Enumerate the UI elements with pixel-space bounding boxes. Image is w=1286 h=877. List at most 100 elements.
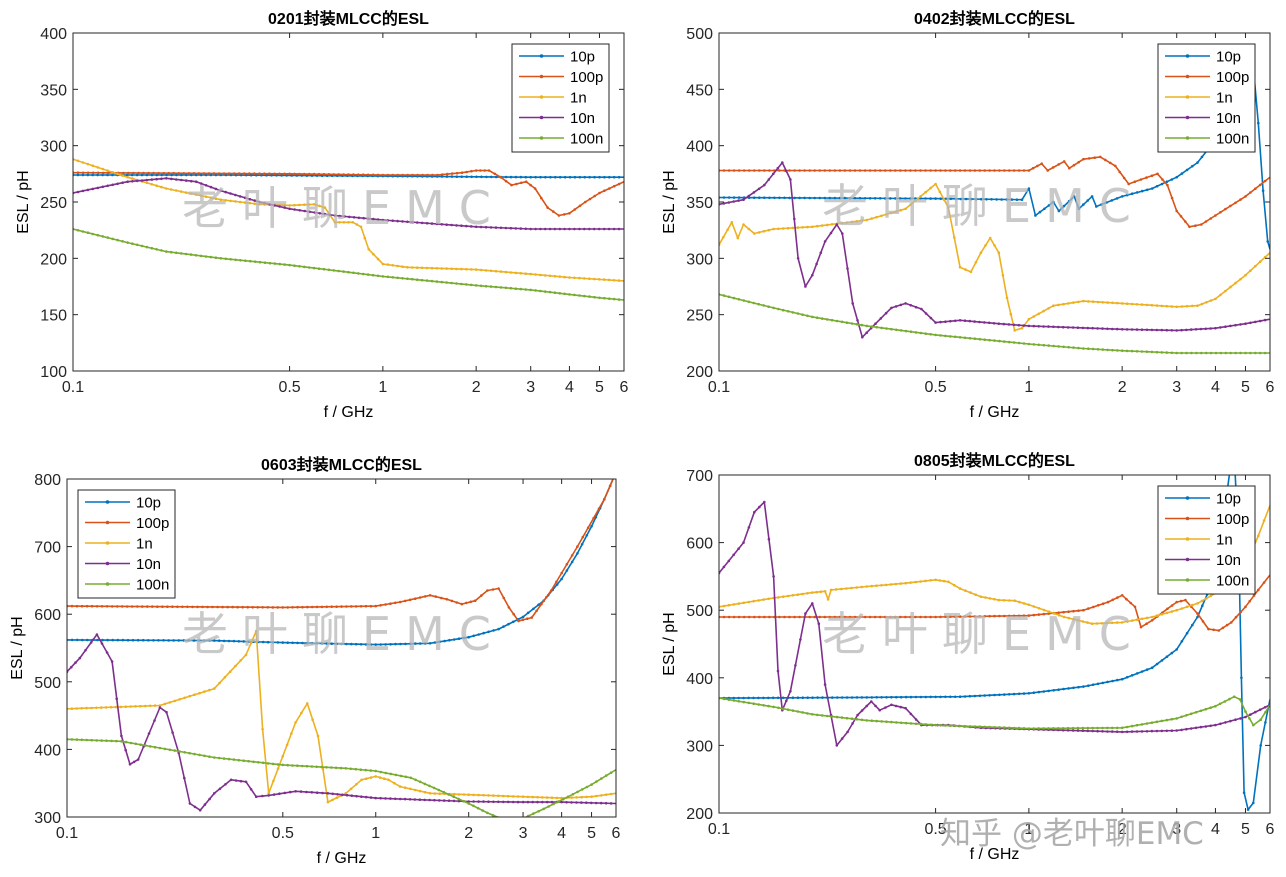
marker-10n (244, 780, 248, 784)
marker-100p (487, 169, 491, 172)
marker-1n (267, 792, 271, 795)
marker-100n (406, 277, 409, 281)
marker-1n (988, 597, 992, 600)
marker-10n (1017, 323, 1021, 327)
marker-10n (1214, 723, 1217, 727)
marker-100n (420, 278, 424, 282)
marker-100p (181, 605, 184, 609)
marker-100n (742, 700, 746, 704)
marker-10n (920, 307, 923, 311)
marker-10n (487, 800, 490, 803)
y-tick-label: 300 (686, 251, 713, 268)
marker-1n (1008, 599, 1011, 602)
marker-100p (838, 615, 842, 619)
marker-10n (299, 790, 303, 793)
marker-100p (120, 605, 124, 608)
marker-100n (796, 312, 800, 315)
marker-10n (811, 273, 814, 277)
marker-10n (767, 537, 771, 541)
marker-10p (1062, 687, 1065, 691)
marker-1n (104, 706, 108, 709)
marker-10p (973, 694, 977, 698)
marker-100n (1180, 715, 1183, 719)
marker-100n (919, 331, 923, 335)
marker-1n (860, 585, 863, 589)
marker-100n (208, 755, 211, 758)
marker-10p (1010, 198, 1014, 201)
marker-10p (249, 173, 253, 177)
marker-100n (762, 704, 765, 707)
marker-100n (885, 720, 888, 723)
marker-10p (1261, 189, 1265, 192)
marker-100p (211, 605, 214, 609)
marker-100p (597, 507, 601, 511)
marker-100n (139, 743, 142, 746)
marker-1n (1095, 622, 1099, 625)
marker-100p (483, 169, 487, 172)
marker-10p (106, 173, 109, 177)
marker-100p (1234, 615, 1238, 619)
marker-10n (1199, 725, 1203, 729)
marker-10p (763, 196, 766, 199)
marker-10n (145, 178, 149, 182)
marker-100n (1022, 727, 1026, 730)
marker-10n (379, 796, 382, 800)
marker-10n (1120, 328, 1124, 331)
marker-100p (778, 615, 781, 619)
marker-1n (208, 688, 211, 692)
marker-10n (128, 763, 132, 766)
marker-100p (843, 615, 847, 619)
marker-10p (239, 173, 243, 177)
marker-100p (1087, 607, 1090, 610)
marker-100n (880, 326, 883, 330)
marker-10p (354, 642, 358, 646)
marker-100p (1093, 156, 1096, 159)
marker-100p (315, 605, 319, 609)
marker-100p (904, 169, 907, 172)
marker-10p (160, 173, 163, 177)
marker-1n (1005, 296, 1009, 300)
marker-1n (276, 767, 280, 770)
marker-100n (1204, 707, 1208, 711)
marker-10p (880, 696, 883, 699)
marker-100n (222, 757, 226, 760)
marker-10n (772, 575, 775, 578)
marker-100n (457, 797, 461, 801)
marker-10n (602, 227, 606, 231)
marker-100p (1170, 196, 1174, 200)
marker-100n (310, 765, 314, 768)
marker-100p (848, 169, 852, 172)
x-tick-label: 4 (557, 825, 566, 842)
marker-100n (249, 259, 252, 263)
marker-100p (1082, 608, 1085, 612)
marker-10n (1145, 328, 1149, 332)
marker-100n (1228, 697, 1231, 701)
axes-frame (718, 474, 1271, 814)
marker-10n (430, 222, 434, 225)
x-tick-label: 0.1 (56, 825, 78, 842)
marker-100p (914, 169, 917, 172)
marker-100n (484, 284, 488, 288)
marker-1n (531, 795, 534, 799)
legend-marker-100n (1185, 136, 1190, 140)
series-markers-100n (73, 227, 621, 301)
marker-1n (777, 227, 780, 231)
marker-100n (806, 314, 809, 318)
marker-1n (811, 225, 814, 229)
marker-10n (484, 225, 488, 229)
marker-100n (204, 255, 208, 258)
marker-100p (1037, 613, 1041, 616)
marker-1n (1258, 260, 1262, 264)
legend-box (1157, 43, 1256, 153)
marker-100p (889, 615, 892, 619)
marker-100n (70, 738, 74, 741)
marker-100p (122, 171, 125, 175)
marker-100p (753, 169, 756, 172)
marker-100p (978, 615, 982, 618)
marker-100p (929, 615, 932, 619)
marker-100p (450, 599, 454, 603)
marker-100n (352, 271, 355, 275)
marker-100p (171, 605, 174, 608)
marker-100p (878, 169, 882, 172)
marker-1n (1244, 273, 1247, 277)
